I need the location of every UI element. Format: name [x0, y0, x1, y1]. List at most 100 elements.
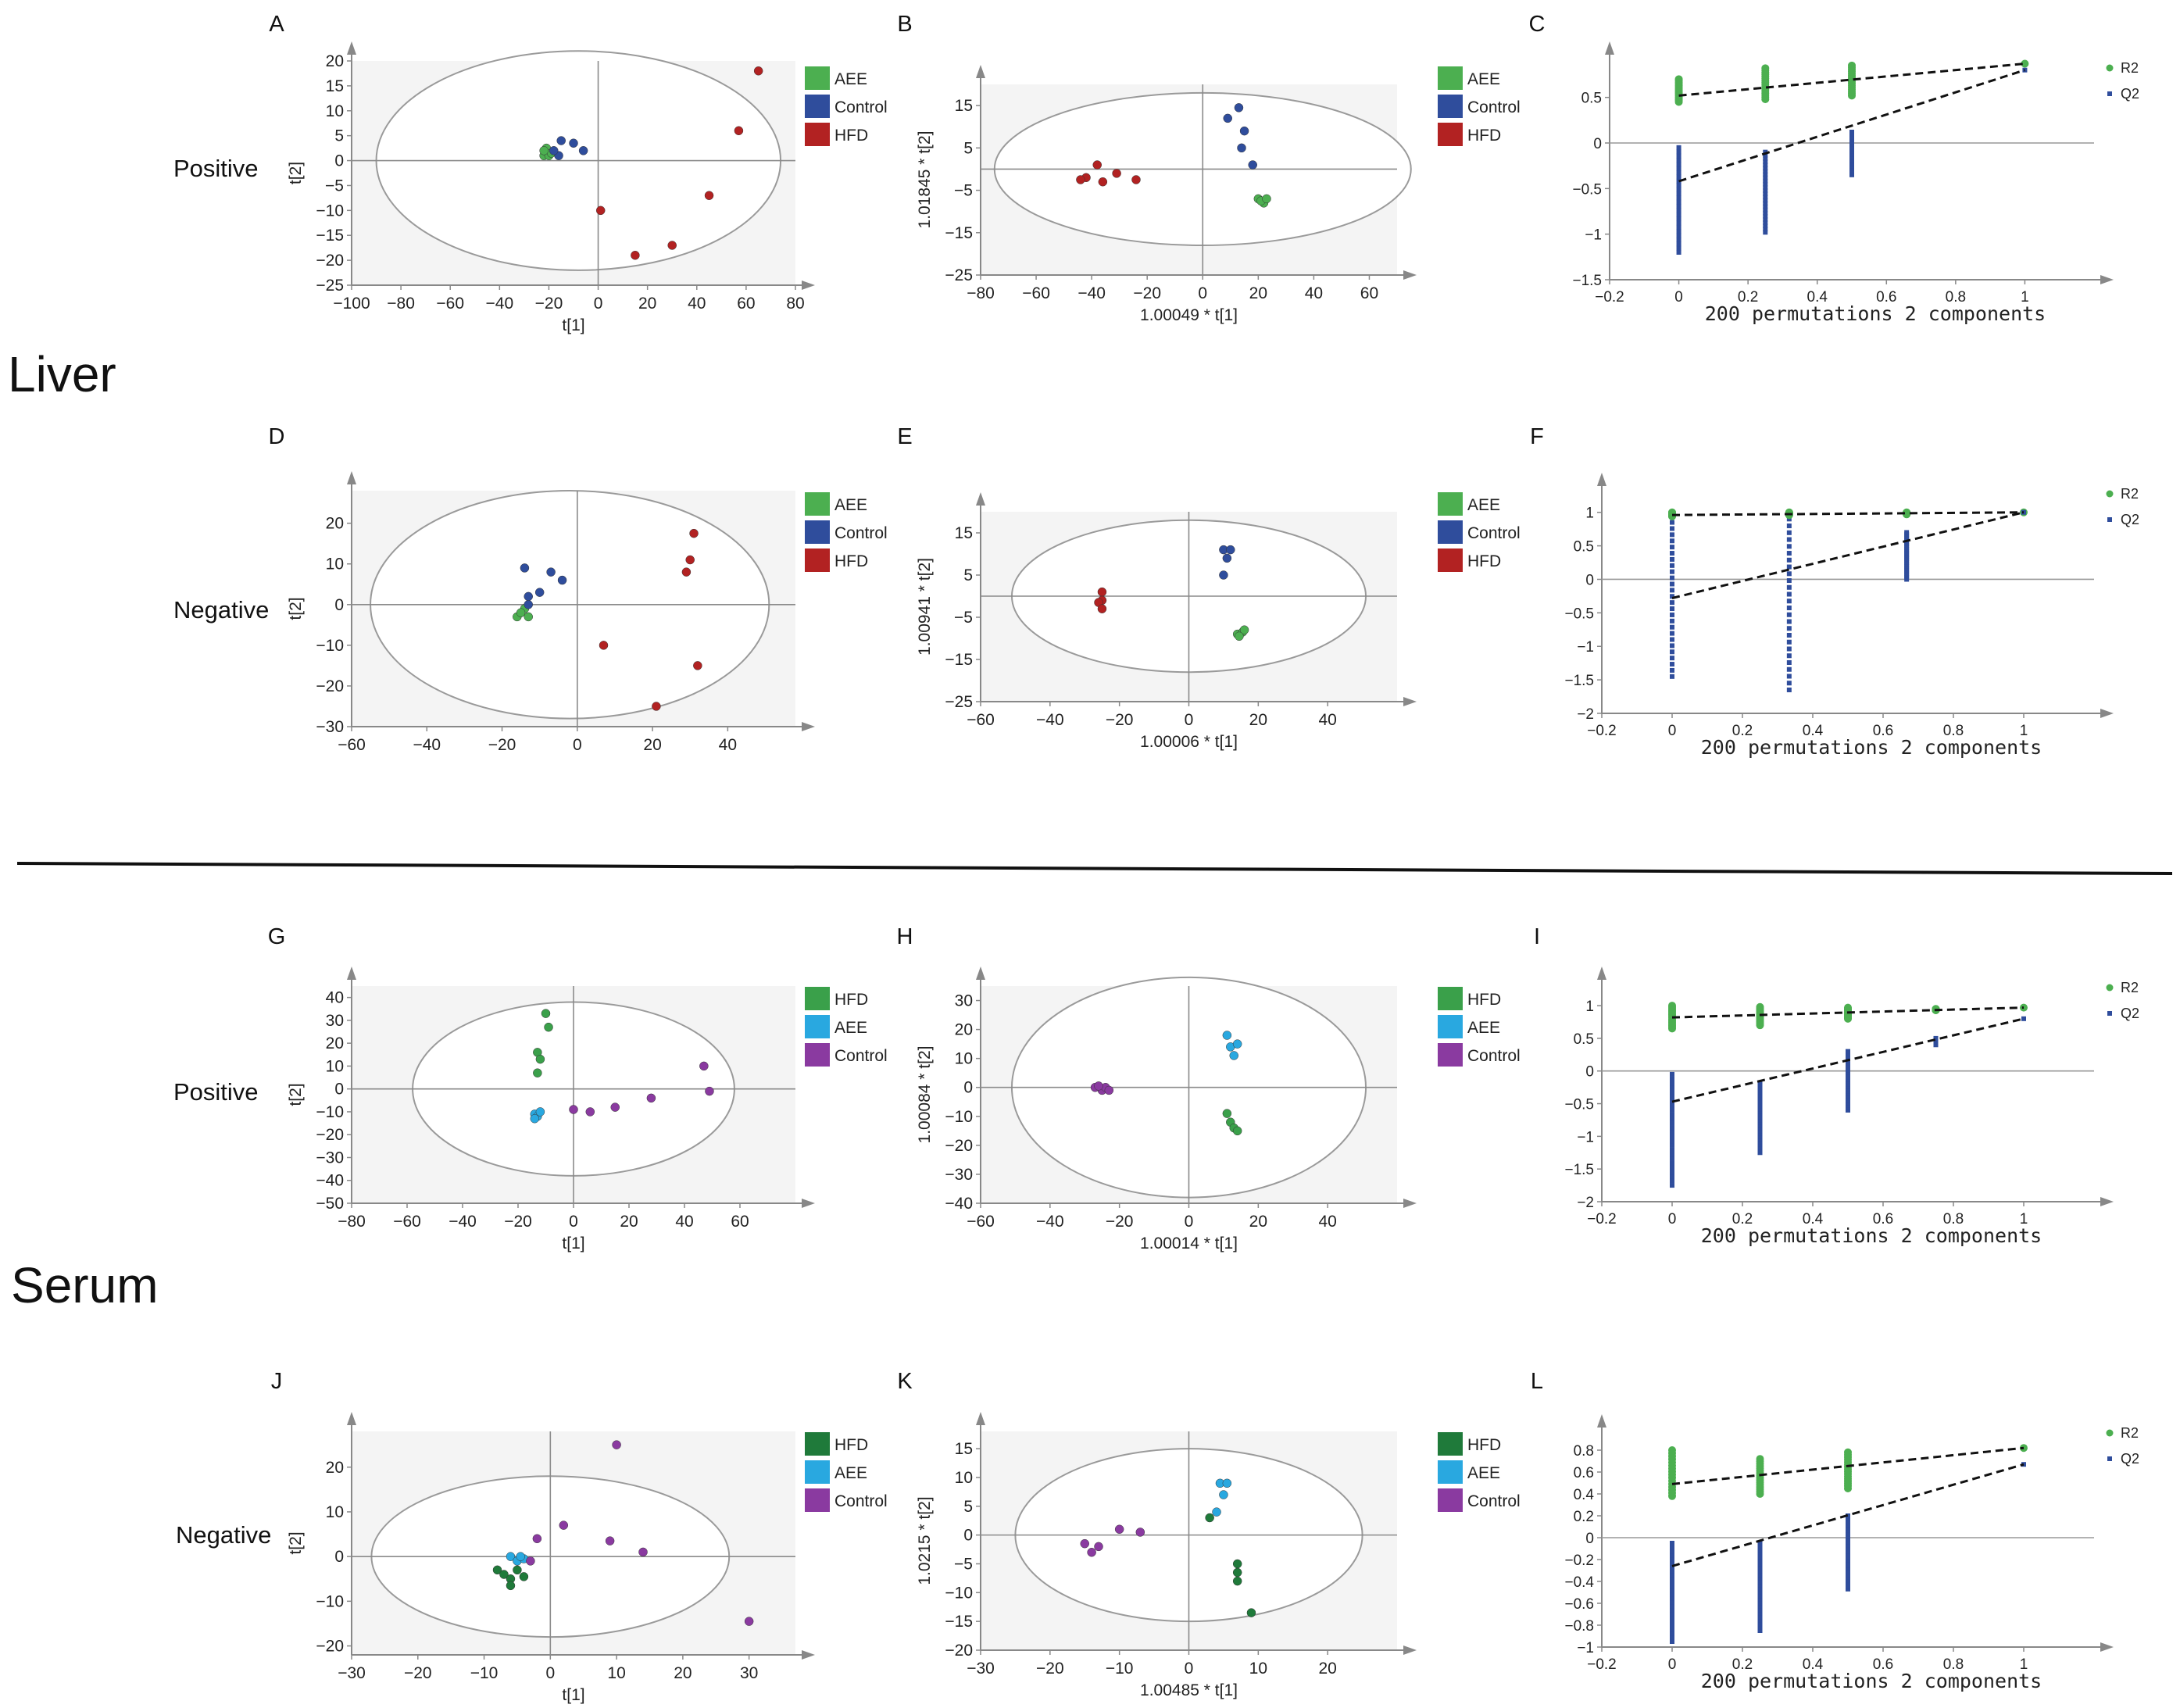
- x-tick-label-H: −40: [1036, 1213, 1064, 1231]
- legend-swatch-G-hfd: [805, 987, 830, 1010]
- point-G-aee: [530, 1113, 540, 1124]
- q2-point-F: [1786, 612, 1792, 617]
- legend-label-J-aee: AEE: [834, 1464, 867, 1482]
- y-tick-label-A: 10: [326, 102, 344, 120]
- y-axis-arrow-I: [1597, 967, 1606, 980]
- point-J-aee: [516, 1552, 525, 1561]
- q2-point-L: [1846, 1554, 1850, 1560]
- q2-point-I: [1757, 1106, 1763, 1112]
- point-J-hfd: [506, 1581, 516, 1591]
- q2-point-C: [1763, 178, 1768, 184]
- point-K-control: [1094, 1542, 1103, 1552]
- y-tick-label-F: −2: [1577, 706, 1594, 723]
- legend-marker-F-q2: [2107, 517, 2112, 522]
- point-G-aee: [535, 1107, 545, 1117]
- q2-point-I: [1670, 1116, 1674, 1121]
- legend-swatch-G-control: [805, 1043, 830, 1067]
- y-axis-label-K: 1.0215 * t[2]: [916, 1496, 934, 1585]
- point-K-aee: [1212, 1507, 1221, 1517]
- q2-point-L: [1846, 1574, 1850, 1580]
- point-A-hfd: [704, 191, 714, 200]
- q2-point-F: [1786, 653, 1792, 659]
- q2-regression-line-I: [1671, 1017, 2025, 1103]
- y-axis-arrow-J: [347, 1412, 356, 1425]
- legend-swatch-D-hfd: [805, 548, 830, 572]
- q2-point-C: [1676, 212, 1681, 217]
- y-axis-arrow-B: [976, 65, 985, 78]
- x-tick-label-C: 0.8: [1946, 289, 1966, 306]
- q2-point-C: [1763, 149, 1768, 155]
- q2-point-C: [1849, 130, 1854, 134]
- point-D-hfd: [681, 567, 692, 577]
- q2-point-C: [1763, 175, 1768, 180]
- x-tick-label-G: −40: [449, 1213, 477, 1231]
- q2-point-I: [1757, 1139, 1763, 1145]
- x-tick-label-H: 0: [1185, 1213, 1194, 1231]
- q2-point-I: [1757, 1150, 1763, 1156]
- legend-marker-I-q2: [2107, 1011, 2112, 1016]
- q2-point-C: [1676, 241, 1681, 247]
- q2-point-L: [1757, 1565, 1763, 1570]
- x-axis-arrow-K: [1403, 1645, 1417, 1655]
- q2-point-I: [1757, 1089, 1763, 1095]
- q2-point-I: [1757, 1103, 1763, 1109]
- point-D-control: [557, 575, 567, 585]
- q2-point-F: [1670, 556, 1674, 562]
- q2-point-L: [1757, 1610, 1763, 1616]
- q2-point-F: [1670, 624, 1674, 630]
- x-axis-label-L: 200 permutations 2 components: [1701, 1670, 2042, 1692]
- y-tick-label-F: −0.5: [1564, 606, 1594, 622]
- r2-regression-line-I: [1671, 1006, 2025, 1019]
- q2-point-L: [1670, 1556, 1674, 1562]
- q2-point-L: [1670, 1619, 1674, 1624]
- q2-point-C: [1676, 233, 1681, 238]
- q2-point-I: [1670, 1138, 1674, 1144]
- x-tick-label-B: −20: [1133, 284, 1161, 302]
- y-tick-label-G: 20: [326, 1034, 344, 1052]
- legend-swatch-H-aee: [1438, 1015, 1463, 1038]
- x-tick-label-F: 0.4: [1803, 723, 1824, 739]
- point-K-hfd: [1232, 1567, 1242, 1578]
- legend-label-J-control: Control: [834, 1492, 888, 1510]
- q2-point-L: [1846, 1539, 1850, 1545]
- q2-point-F: [1670, 526, 1674, 531]
- point-G-control: [610, 1102, 620, 1112]
- mode-label-serum-positive: Positive: [173, 1078, 259, 1106]
- point-D-hfd: [689, 528, 699, 538]
- q2-point-C: [1763, 198, 1768, 203]
- x-axis-label-H: 1.00014 * t[1]: [1140, 1235, 1238, 1252]
- legend-label-E-aee: AEE: [1467, 496, 1500, 514]
- q2-point-L: [1846, 1584, 1850, 1589]
- y-tick-label-G: 10: [326, 1057, 344, 1075]
- q2-point-I: [1670, 1142, 1674, 1148]
- q2-point-L: [1757, 1614, 1763, 1620]
- y-tick-label-G: 0: [334, 1081, 344, 1099]
- legend-marker-C-q2: [2107, 91, 2112, 96]
- legend-marker-L-r2: [2106, 1429, 2114, 1437]
- q2-point-F: [1670, 563, 1674, 568]
- point-D-hfd: [693, 661, 702, 670]
- q2-point-L: [1670, 1615, 1674, 1620]
- q2-point-L: [1757, 1568, 1763, 1574]
- point-K-hfd: [1232, 1576, 1242, 1586]
- y-axis-label-G: t[2]: [287, 1083, 305, 1106]
- y-tick-label-K: −15: [945, 1613, 973, 1631]
- q2-point-L: [1757, 1579, 1763, 1585]
- legend-label-D-aee: AEE: [834, 496, 867, 514]
- legend-label-J-hfd: HFD: [834, 1436, 868, 1454]
- y-tick-label-I: −2: [1577, 1195, 1594, 1211]
- panel-letter-F: F: [1530, 424, 1544, 449]
- point-B-control: [1248, 160, 1257, 170]
- q2-point-L: [1670, 1623, 1674, 1628]
- q2-original-I: [2021, 1016, 2026, 1021]
- q2-point-I: [1670, 1134, 1674, 1139]
- y-tick-label-B: −25: [945, 266, 973, 284]
- y-tick-label-E: −5: [954, 609, 973, 627]
- q2-point-I: [1846, 1077, 1850, 1082]
- q2-point-I: [1846, 1060, 1850, 1066]
- q2-regression-line-C: [1678, 69, 2025, 183]
- mode-label-liver-positive: Positive: [173, 155, 259, 182]
- q2-point-C: [1763, 227, 1768, 232]
- point-G-control: [569, 1105, 578, 1114]
- legend-label-A-aee: AEE: [834, 70, 867, 88]
